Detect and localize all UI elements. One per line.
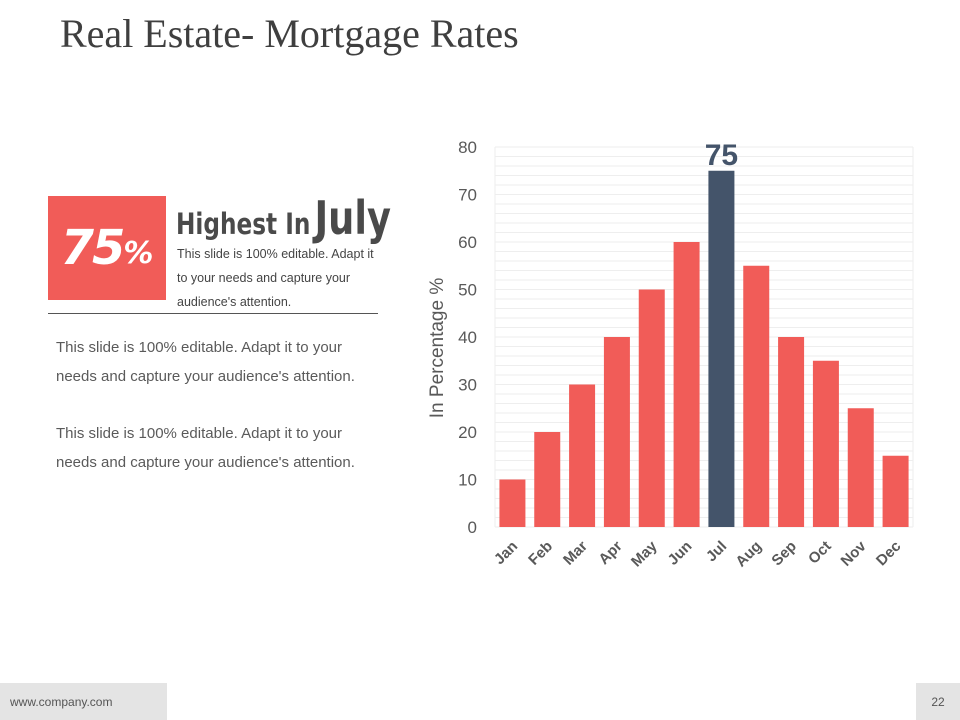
bar-sep [778, 337, 805, 527]
x-tick-label: Oct [805, 538, 835, 568]
body-paragraph-2: This slide is 100% editable. Adapt it to… [56, 425, 355, 471]
x-tick-label: May [628, 537, 661, 570]
x-tick-label: Nov [838, 537, 871, 570]
y-axis-label: In Percentage % [427, 278, 448, 419]
bar-feb [534, 432, 561, 527]
x-tick-label: Aug [732, 538, 765, 571]
highlight-value-box: 75% [48, 196, 166, 300]
x-tick-label: Mar [560, 538, 591, 569]
highlight-value: 75 [60, 220, 126, 276]
bar-oct [812, 360, 839, 527]
x-tick-label: Jul [703, 538, 730, 565]
y-tick-label: 50 [458, 281, 477, 300]
divider [48, 313, 378, 314]
bar-jul [708, 170, 735, 527]
y-tick-label: 70 [458, 186, 477, 205]
highlight-unit: % [123, 235, 154, 271]
x-axis-ticks: Jan Feb Mar Apr May Jun Jul Aug Sep Oct Nov Dec [491, 537, 904, 570]
x-tick-label: Feb [525, 538, 556, 569]
slide-title: Real Estate- Mortgage Rates [60, 11, 519, 56]
y-tick-label: 0 [468, 518, 477, 537]
highlight-description: This slide is 100% editable. Adapt it to… [177, 247, 374, 309]
highlight-heading-month: July [314, 191, 391, 245]
y-axis-ticks: 0 10 20 30 40 50 60 70 80 [458, 138, 477, 537]
y-tick-label: 40 [458, 328, 477, 347]
highlight-heading: Highest In July [176, 191, 391, 245]
highlight-heading-prefix: Highest In [176, 207, 311, 241]
x-tick-label: Jun [665, 538, 696, 569]
bar-jun [673, 242, 700, 527]
y-tick-label: 30 [458, 376, 477, 395]
highlight-bar-label: 75 [705, 139, 738, 172]
bar-jan [499, 479, 526, 527]
chart-bars [499, 170, 909, 527]
y-tick-label: 10 [458, 471, 477, 490]
bar-nov [847, 408, 874, 527]
x-tick-label: Apr [595, 538, 625, 568]
bar-aug [743, 265, 770, 527]
page-number: 22 [916, 683, 960, 720]
footer-url: www.company.com [0, 683, 167, 720]
y-tick-label: 60 [458, 233, 477, 252]
x-tick-label: Dec [873, 538, 904, 569]
y-tick-label: 20 [458, 423, 477, 442]
body-paragraph-1: This slide is 100% editable. Adapt it to… [56, 339, 355, 385]
bar-may [638, 289, 665, 527]
x-tick-label: Sep [768, 538, 799, 569]
bar-mar [569, 384, 596, 527]
bar-dec [882, 455, 909, 527]
bar-apr [603, 337, 630, 527]
chart-gridlines [494, 146, 914, 528]
x-tick-label: Jan [491, 538, 521, 568]
y-tick-label: 80 [458, 138, 477, 157]
